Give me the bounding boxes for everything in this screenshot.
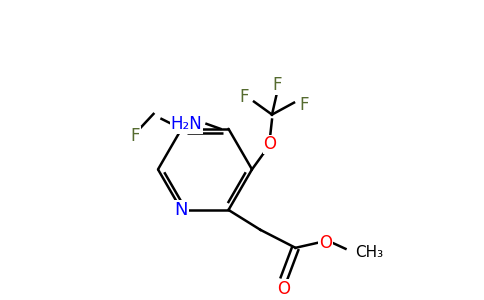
Text: F: F — [299, 96, 309, 114]
Text: O: O — [319, 234, 332, 252]
Text: F: F — [272, 76, 282, 94]
Text: O: O — [263, 136, 276, 154]
Text: N: N — [175, 201, 188, 219]
Text: F: F — [239, 88, 249, 106]
Text: H₂N: H₂N — [171, 115, 202, 133]
Text: O: O — [277, 280, 290, 298]
Text: CH₃: CH₃ — [356, 245, 384, 260]
Text: F: F — [131, 127, 140, 145]
